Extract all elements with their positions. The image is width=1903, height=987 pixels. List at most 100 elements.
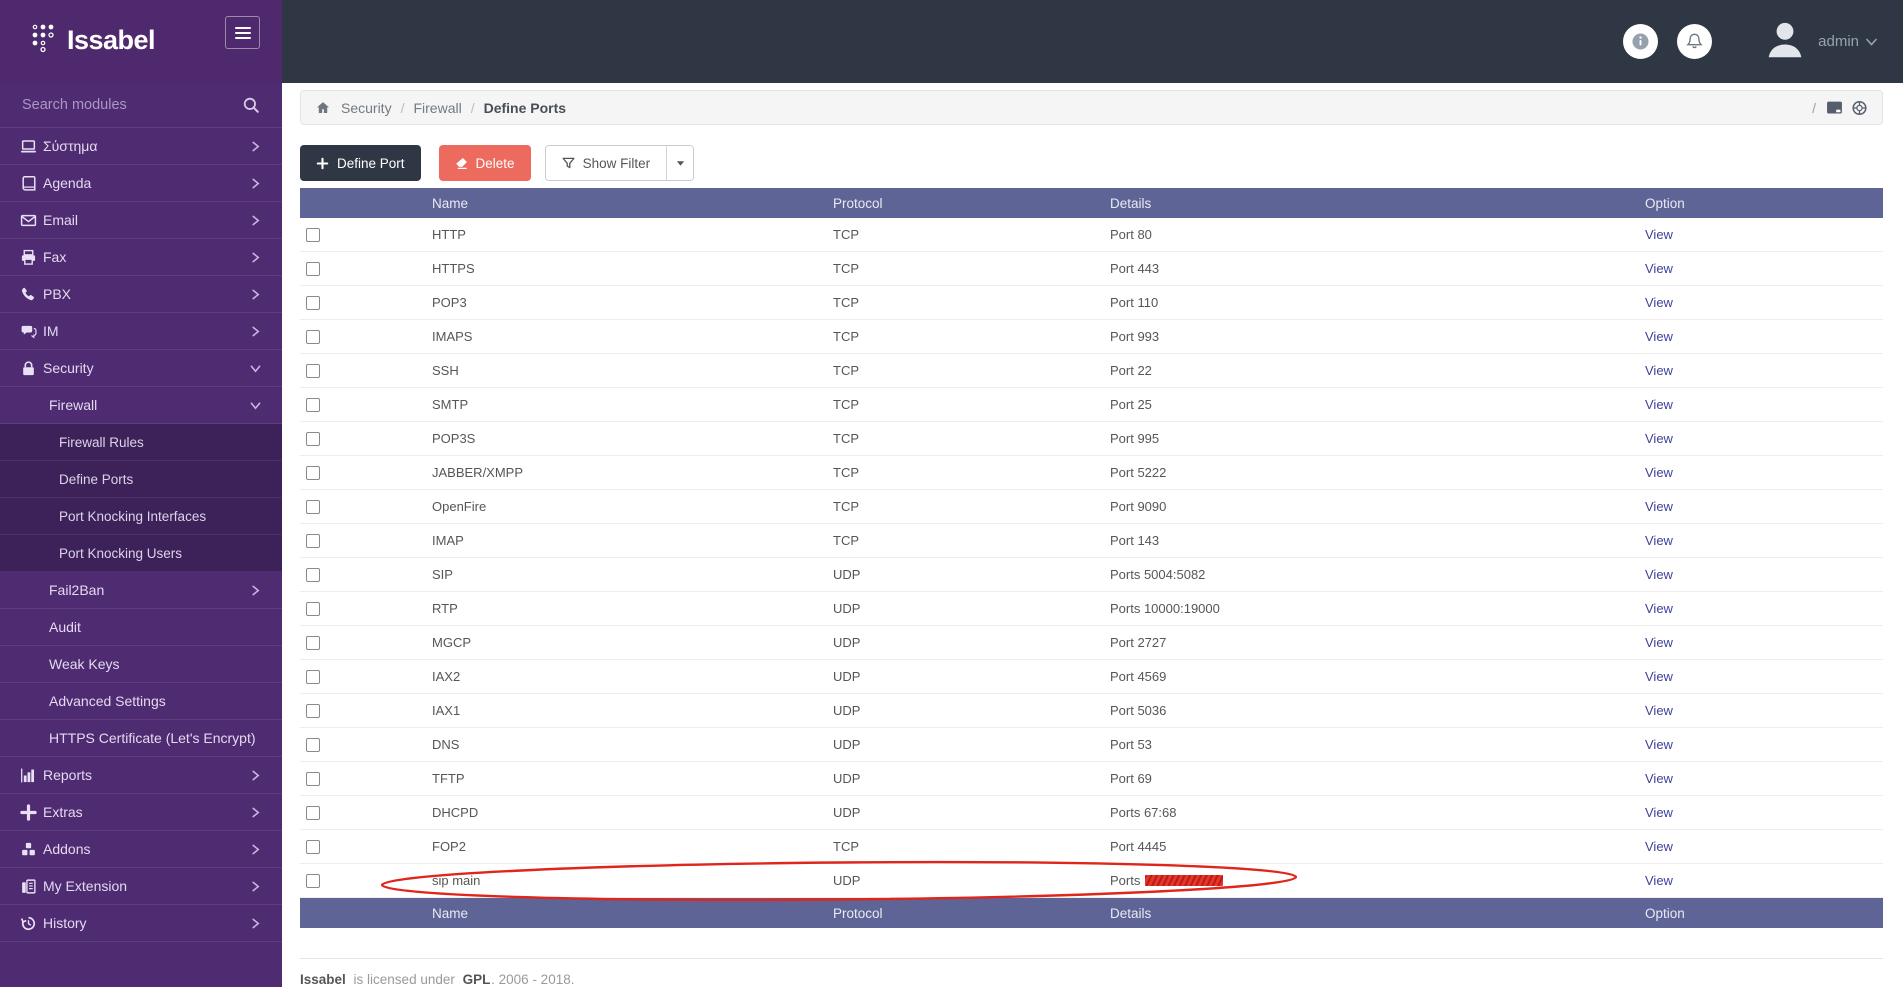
sidebar-item-pbx[interactable]: PBX	[0, 276, 282, 313]
sidebar-item-im[interactable]: IM	[0, 313, 282, 350]
sidebar-item-addons[interactable]: Addons	[0, 831, 282, 868]
cell-details: Port 69	[1110, 771, 1152, 786]
view-link[interactable]: View	[1645, 635, 1673, 650]
row-checkbox[interactable]	[306, 261, 320, 276]
row-checkbox[interactable]	[306, 635, 320, 650]
view-link[interactable]: View	[1645, 227, 1673, 242]
cell-option: View	[1645, 669, 1883, 684]
sidebar-item-port-knocking-interfaces[interactable]: Port Knocking Interfaces	[0, 498, 282, 535]
help-icon[interactable]	[1851, 100, 1868, 116]
sidebar-item-email[interactable]: Email	[0, 202, 282, 239]
row-checkbox[interactable]	[306, 465, 320, 480]
view-link[interactable]: View	[1645, 329, 1673, 344]
view-link[interactable]: View	[1645, 771, 1673, 786]
cell-protocol: TCP	[833, 431, 859, 446]
view-link[interactable]: View	[1645, 873, 1673, 888]
view-link[interactable]: View	[1645, 261, 1673, 276]
cell-checkbox	[300, 261, 432, 276]
envelope-icon	[20, 212, 37, 229]
sidebar-item-reports[interactable]: Reports	[0, 757, 282, 794]
row-checkbox[interactable]	[306, 839, 320, 854]
sidebar-item-agenda[interactable]: Agenda	[0, 165, 282, 202]
sidebar-item-https-certificate[interactable]: HTTPS Certificate (Let's Encrypt)	[0, 720, 282, 757]
view-link[interactable]: View	[1645, 431, 1673, 446]
sidebar-item-firewall[interactable]: Firewall	[0, 387, 282, 424]
sidebar-item-fail2ban[interactable]: Fail2Ban	[0, 572, 282, 609]
cell-option: View	[1645, 805, 1883, 820]
view-link[interactable]: View	[1645, 533, 1673, 548]
footer-text: is licensed under	[353, 972, 455, 987]
breadcrumb-separator: /	[470, 99, 475, 116]
row-checkbox[interactable]	[306, 805, 320, 820]
sidebar-item-firewall-rules[interactable]: Firewall Rules	[0, 424, 282, 461]
define-port-label: Define Port	[337, 155, 405, 171]
table-row: OpenFire TCP Port 9090 View	[300, 490, 1883, 524]
search-input[interactable]	[0, 97, 282, 113]
sidebar-item-port-knocking-users[interactable]: Port Knocking Users	[0, 535, 282, 572]
row-checkbox[interactable]	[306, 363, 320, 378]
row-checkbox[interactable]	[306, 397, 320, 412]
ports-table: Name Protocol Details Option HTTP TCP Port…	[300, 188, 1883, 928]
row-checkbox[interactable]	[306, 295, 320, 310]
row-checkbox[interactable]	[306, 533, 320, 548]
view-link[interactable]: View	[1645, 703, 1673, 718]
footer-license: GPL	[462, 972, 491, 987]
view-link[interactable]: View	[1645, 839, 1673, 854]
sidebar-item-history[interactable]: History	[0, 905, 282, 942]
row-checkbox[interactable]	[306, 601, 320, 616]
define-port-button[interactable]: Define Port	[300, 145, 421, 181]
sidebar-item-system[interactable]: Σύστημα	[0, 128, 282, 165]
row-checkbox[interactable]	[306, 669, 320, 684]
view-link[interactable]: View	[1645, 737, 1673, 752]
show-filter-button[interactable]: Show Filter	[545, 146, 667, 180]
sidebar-item-extras[interactable]: Extras	[0, 794, 282, 831]
sidebar-item-advanced-settings[interactable]: Advanced Settings	[0, 683, 282, 720]
notifications-button[interactable]	[1677, 24, 1713, 59]
sidebar-item-fax[interactable]: Fax	[0, 239, 282, 276]
info-button[interactable]	[1623, 24, 1659, 59]
sidebar-item-audit[interactable]: Audit	[0, 609, 282, 646]
view-link[interactable]: View	[1645, 601, 1673, 616]
view-link[interactable]: View	[1645, 363, 1673, 378]
cell-name: POP3S	[432, 431, 476, 446]
row-checkbox[interactable]	[306, 737, 320, 752]
panel-icon[interactable]	[1826, 100, 1843, 116]
delete-label: Delete	[475, 155, 515, 171]
delete-button[interactable]: Delete	[438, 145, 531, 181]
row-checkbox[interactable]	[306, 873, 320, 888]
sidebar-item-define-ports[interactable]: Define Ports	[0, 461, 282, 498]
chevron-right-icon	[250, 770, 261, 781]
lock-icon	[20, 360, 37, 377]
row-checkbox[interactable]	[306, 329, 320, 344]
row-checkbox[interactable]	[306, 499, 320, 514]
sidebar-item-label: Addons	[43, 841, 91, 857]
filter-dropdown-button[interactable]	[666, 146, 694, 180]
hamburger-button[interactable]	[225, 16, 260, 49]
user-menu[interactable]: admin	[1818, 33, 1877, 50]
sidebar-item-my-extension[interactable]: My Extension	[0, 868, 282, 905]
view-link[interactable]: View	[1645, 567, 1673, 582]
cell-option: View	[1645, 329, 1883, 344]
view-link[interactable]: View	[1645, 499, 1673, 514]
row-checkbox[interactable]	[306, 567, 320, 582]
breadcrumb-item-firewall[interactable]: Firewall	[413, 99, 462, 116]
logo[interactable]: Issabel	[30, 22, 156, 58]
cell-details: Port 22	[1110, 363, 1152, 378]
row-checkbox[interactable]	[306, 703, 320, 718]
sidebar-item-security[interactable]: Security	[0, 350, 282, 387]
row-checkbox[interactable]	[306, 771, 320, 786]
show-filter-label: Show Filter	[582, 155, 651, 171]
breadcrumb-item-security[interactable]: Security	[341, 99, 392, 116]
view-link[interactable]: View	[1645, 295, 1673, 310]
row-checkbox[interactable]	[306, 227, 320, 242]
avatar[interactable]	[1762, 16, 1808, 67]
search-icon[interactable]	[242, 96, 260, 114]
sidebar-item-weak-keys[interactable]: Weak Keys	[0, 646, 282, 683]
view-link[interactable]: View	[1645, 397, 1673, 412]
cell-details: Port 4445	[1110, 839, 1167, 854]
row-checkbox[interactable]	[306, 431, 320, 446]
view-link[interactable]: View	[1645, 465, 1673, 480]
view-link[interactable]: View	[1645, 669, 1673, 684]
view-link[interactable]: View	[1645, 805, 1673, 820]
home-icon[interactable]	[315, 100, 331, 115]
